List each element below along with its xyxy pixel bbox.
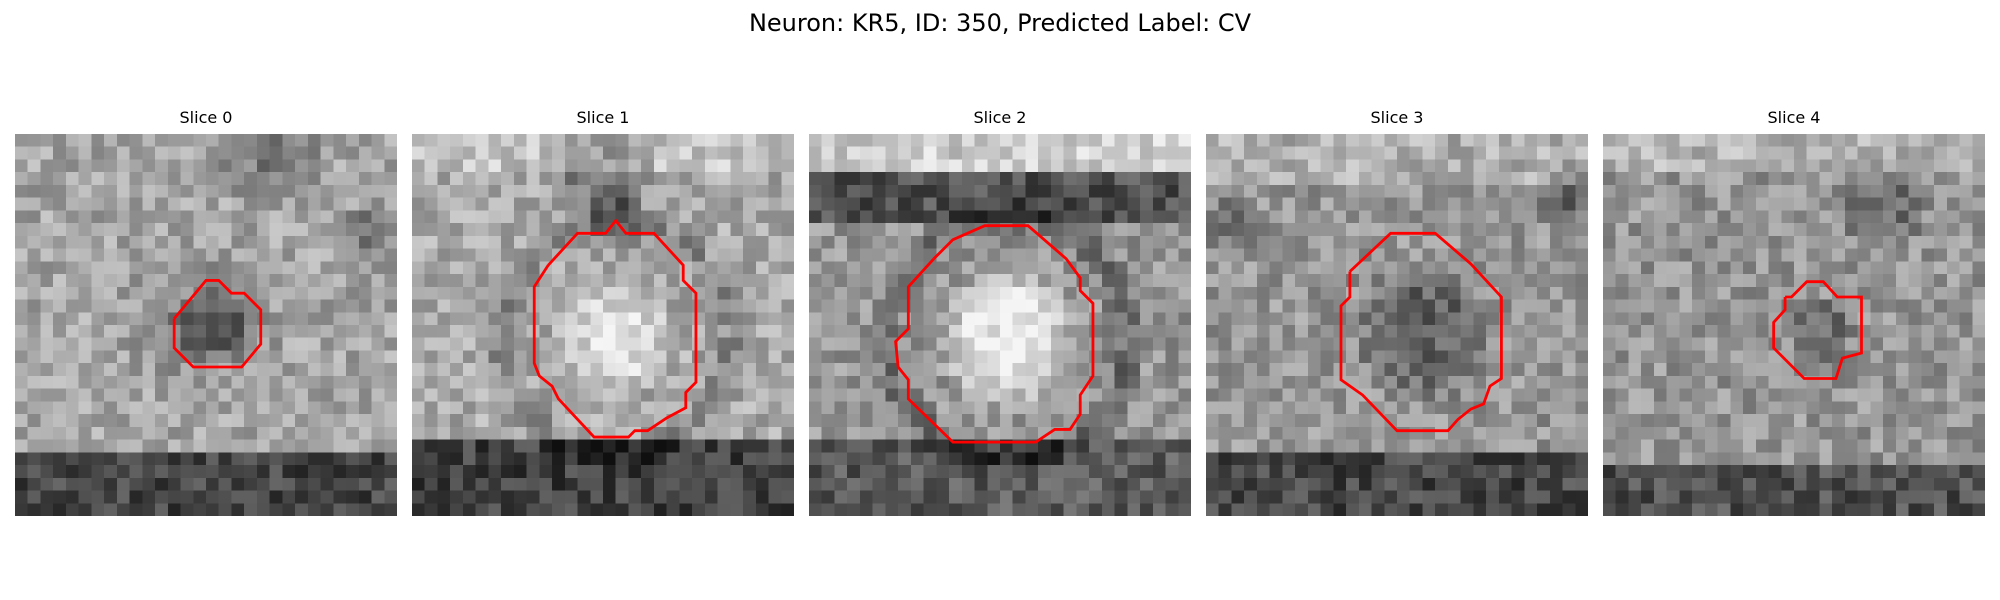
slice-panel: Slice 2 xyxy=(809,106,1191,524)
segmentation-contour xyxy=(1339,231,1503,433)
segmentation-contour xyxy=(894,224,1095,444)
slice-image xyxy=(809,134,1191,516)
segmentation-contour xyxy=(532,218,698,439)
slice-title: Slice 2 xyxy=(973,108,1027,127)
segmentation-contour xyxy=(172,279,263,369)
slice-panel: Slice 4 xyxy=(1603,106,1985,524)
slice-title: Slice 1 xyxy=(576,108,630,127)
slice-title: Slice 0 xyxy=(179,108,233,127)
slice-image xyxy=(1603,134,1985,516)
slice-title: Slice 3 xyxy=(1370,108,1424,127)
figure-title: Neuron: KR5, ID: 350, Predicted Label: C… xyxy=(748,9,1252,37)
pixel-grid xyxy=(1603,134,1985,516)
slice-panel: Slice 1 xyxy=(412,106,794,524)
segmentation-contour xyxy=(1772,280,1863,380)
slice-title: Slice 4 xyxy=(1767,108,1821,127)
slice-image xyxy=(1206,134,1588,516)
pixel-grid xyxy=(1206,134,1588,516)
pixel-grid xyxy=(809,134,1191,516)
slice-image xyxy=(412,134,794,516)
slice-panel: Slice 0 xyxy=(15,106,397,524)
pixel-grid xyxy=(15,134,397,516)
pixel-grid xyxy=(412,134,794,516)
slice-image xyxy=(15,134,397,516)
slice-panel: Slice 3 xyxy=(1206,106,1588,524)
